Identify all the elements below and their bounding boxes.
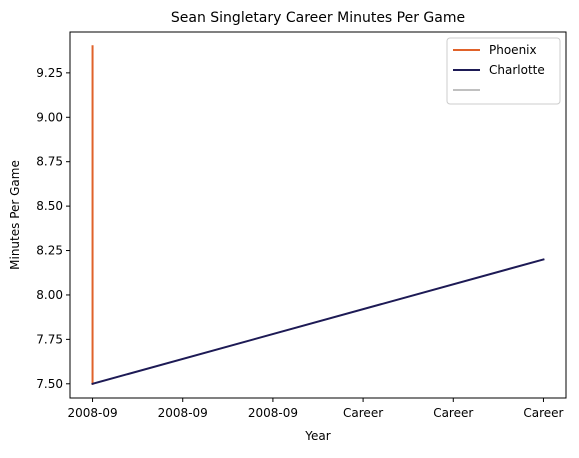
y-tick-label: 9.00	[36, 110, 63, 124]
x-tick-label: Career	[433, 406, 473, 420]
chart-title: Sean Singletary Career Minutes Per Game	[171, 10, 465, 26]
x-tick-label: 2008-09	[158, 406, 208, 420]
y-axis-label: Minutes Per Game	[8, 160, 22, 270]
y-tick-label: 7.75	[36, 332, 63, 346]
x-tick-label: Career	[343, 406, 383, 420]
y-tick-label: 8.50	[36, 199, 63, 213]
y-tick-label: 8.25	[36, 244, 63, 258]
y-tick-label: 7.50	[36, 377, 63, 391]
x-tick-label: 2008-09	[248, 406, 298, 420]
series-line-charlotte	[91, 258, 545, 386]
plot-layer: 2008-09 2008-09 2008-09 Career Career Career 7…	[36, 31, 567, 420]
y-tick-label: 8.00	[36, 288, 63, 302]
y-tick-label: 8.75	[36, 155, 63, 169]
x-axis-label: Year	[304, 429, 330, 443]
legend-label-charlotte: Charlotte	[489, 63, 545, 77]
plot-frame	[69, 31, 567, 399]
x-tick-label: 2008-09	[67, 406, 117, 420]
y-tick-label: 9.25	[36, 66, 63, 80]
legend-box	[446, 37, 561, 105]
x-tick-label: Career	[523, 406, 563, 420]
legend-label-phoenix: Phoenix	[489, 43, 537, 57]
